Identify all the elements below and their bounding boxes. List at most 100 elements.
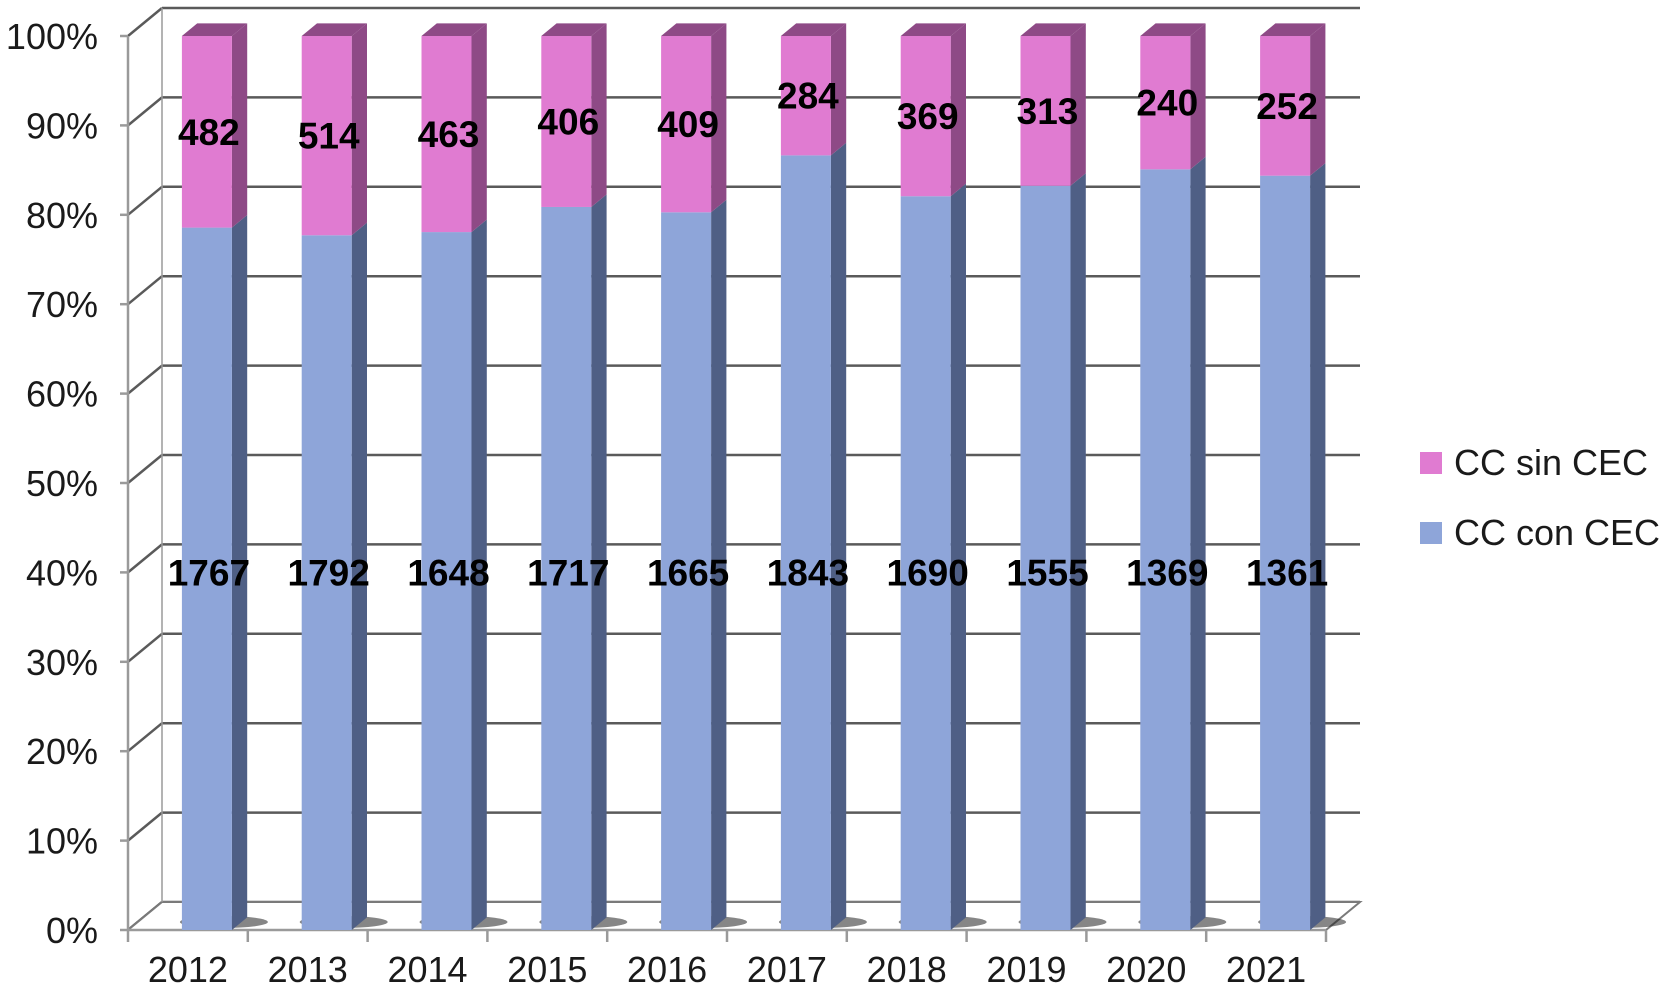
x-tick-label: 2014 bbox=[387, 949, 467, 990]
bar-top bbox=[1140, 23, 1206, 36]
data-label: 1690 bbox=[887, 552, 969, 593]
data-label: 1767 bbox=[168, 552, 250, 593]
y-tick-label: 70% bbox=[26, 284, 98, 325]
bar-side bbox=[471, 23, 487, 233]
bar-top bbox=[780, 23, 847, 36]
bar-side bbox=[830, 23, 847, 156]
bar-side bbox=[1070, 23, 1086, 186]
data-label: 409 bbox=[657, 104, 719, 145]
y-tick-label: 50% bbox=[26, 463, 98, 504]
bar-top bbox=[301, 23, 367, 36]
data-label: 1665 bbox=[647, 552, 729, 593]
bar-side bbox=[711, 199, 727, 931]
bar-segment bbox=[661, 36, 712, 213]
data-label: 284 bbox=[777, 76, 839, 117]
bar-side bbox=[1070, 173, 1086, 931]
y-tick-label: 10% bbox=[26, 821, 98, 862]
bar-segment bbox=[541, 206, 592, 930]
data-label: 1717 bbox=[527, 552, 609, 593]
x-tick-label: 2017 bbox=[747, 949, 827, 990]
legend-label-con-cec: CC con CEC bbox=[1454, 512, 1661, 553]
gridline-depth bbox=[127, 275, 163, 306]
x-tick-label: 2013 bbox=[268, 949, 348, 990]
bar-segment bbox=[301, 235, 352, 931]
bar-segment bbox=[181, 36, 232, 228]
data-label: 1361 bbox=[1246, 552, 1328, 593]
gridline-depth bbox=[127, 7, 163, 37]
x-tick-label: 2012 bbox=[148, 949, 228, 990]
bar-top bbox=[900, 23, 966, 36]
data-label: 1555 bbox=[1006, 552, 1088, 593]
bar-side bbox=[1190, 156, 1206, 931]
data-label: 482 bbox=[178, 112, 240, 153]
gridline-depth bbox=[127, 543, 163, 574]
data-label: 514 bbox=[298, 116, 360, 157]
gridline-depth bbox=[127, 96, 163, 127]
bar-side bbox=[351, 222, 367, 930]
bar-segment bbox=[900, 36, 951, 197]
bar-side bbox=[950, 183, 966, 931]
data-label: 1369 bbox=[1126, 552, 1208, 593]
y-tick-label: 40% bbox=[26, 552, 98, 593]
gridline-depth bbox=[127, 185, 163, 216]
gridline-depth bbox=[127, 454, 163, 484]
bar-segment bbox=[661, 212, 712, 930]
bar-segment bbox=[181, 227, 232, 930]
gridline-depth bbox=[127, 811, 163, 842]
data-label: 313 bbox=[1017, 91, 1079, 132]
bar-segment bbox=[780, 155, 831, 931]
bar-top bbox=[1260, 23, 1326, 36]
bar-top bbox=[421, 23, 487, 36]
y-tick-label: 80% bbox=[26, 195, 98, 236]
bar-top bbox=[541, 23, 607, 36]
legend-item-sin-cec: CC sin CEC bbox=[1420, 440, 1660, 486]
y-tick-label: 20% bbox=[26, 731, 98, 772]
bar-segment bbox=[900, 196, 951, 930]
data-label: 1843 bbox=[767, 552, 849, 593]
bar-segment bbox=[780, 36, 831, 156]
y-tick-label: 0% bbox=[46, 910, 98, 951]
data-label: 1648 bbox=[407, 552, 489, 593]
x-tick-label: 2021 bbox=[1226, 949, 1306, 990]
data-label: 463 bbox=[418, 114, 480, 155]
x-tick-label: 2018 bbox=[867, 949, 947, 990]
bar-side bbox=[1310, 163, 1326, 930]
gridline-depth bbox=[127, 364, 163, 395]
bar-top bbox=[1020, 23, 1086, 36]
bar-segment bbox=[1020, 36, 1071, 186]
bar-side bbox=[471, 219, 487, 930]
bar-top bbox=[661, 23, 727, 36]
bar-side bbox=[591, 194, 607, 930]
bar-side bbox=[1310, 23, 1326, 176]
legend-item-con-cec: CC con CEC bbox=[1420, 510, 1660, 556]
bar-segment bbox=[301, 36, 352, 236]
bar-segment bbox=[421, 232, 472, 931]
bar-segment bbox=[1260, 36, 1311, 176]
data-label: 252 bbox=[1256, 86, 1318, 127]
y-tick-label: 30% bbox=[26, 642, 98, 683]
y-tick-label: 60% bbox=[26, 374, 98, 415]
x-tick-label: 2020 bbox=[1106, 949, 1186, 990]
bar-top bbox=[181, 23, 248, 36]
data-label: 1792 bbox=[288, 552, 370, 593]
bar-side bbox=[231, 23, 248, 228]
y-tick-label: 100% bbox=[6, 16, 98, 57]
bar-side bbox=[231, 214, 248, 930]
gridline-depth bbox=[127, 722, 163, 753]
data-label: 240 bbox=[1136, 83, 1198, 124]
legend-swatch-sin-cec bbox=[1420, 452, 1442, 474]
data-label: 369 bbox=[897, 96, 959, 137]
bar-segment bbox=[421, 36, 472, 233]
bar-segment bbox=[1140, 36, 1191, 170]
bar-side bbox=[351, 23, 367, 236]
bar-segment bbox=[541, 36, 592, 207]
x-tick-label: 2019 bbox=[986, 949, 1066, 990]
x-tick-label: 2015 bbox=[507, 949, 587, 990]
bar-segment bbox=[1020, 185, 1071, 931]
gridline-depth bbox=[127, 632, 163, 663]
legend-swatch-con-cec bbox=[1420, 522, 1442, 544]
bar-segment bbox=[1140, 169, 1191, 930]
bar-side bbox=[591, 23, 607, 207]
